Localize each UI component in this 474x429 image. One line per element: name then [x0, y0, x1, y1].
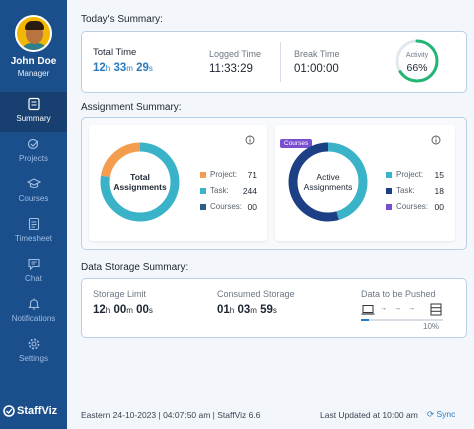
sync-icon: ⟳ — [427, 409, 435, 419]
today-summary-title: Today's Summary: — [81, 14, 163, 25]
courses-icon — [26, 178, 41, 189]
sidebar-item-label: Projects — [19, 154, 48, 163]
arrow-icon: → — [380, 305, 387, 312]
main-content: Today's Summary: Total Time 12h 33m 29s … — [67, 0, 474, 429]
sidebar-item-timesheet[interactable]: Timesheet — [0, 212, 67, 252]
legend-project: Project: — [386, 170, 423, 179]
consumed-storage-label: Consumed Storage — [217, 289, 295, 299]
activity-gauge — [395, 39, 439, 83]
summary-icon — [27, 97, 40, 111]
sidebar-item-label: Chat — [25, 274, 42, 283]
legend-project: Project: — [200, 170, 237, 179]
push-progress-fill — [361, 319, 370, 321]
activity-label: Activity — [405, 52, 429, 59]
push-percent: 10% — [423, 322, 440, 331]
storage-summary-card: Storage Limit 12h 00m 00s Consumed Stora… — [81, 278, 467, 338]
donut-center-label: Total Assignments — [113, 172, 167, 192]
brand-name: StaffViz — [17, 405, 58, 417]
legend-task-value: 244 — [242, 186, 257, 196]
storage-summary-title: Data Storage Summary: — [81, 262, 189, 273]
logged-time-label: Logged Time — [209, 49, 262, 59]
total-time-label: Total Time — [93, 47, 137, 58]
chat-icon — [27, 258, 40, 271]
legend-courses: Courses: — [200, 202, 242, 211]
courses-tooltip-badge: Courses — [280, 139, 313, 148]
brand-logo: StaffViz — [3, 405, 57, 417]
sync-button[interactable]: ⟳ Sync — [427, 409, 455, 420]
total-assignments-donut — [100, 142, 180, 222]
divider — [280, 42, 281, 82]
sidebar-item-label: Timesheet — [14, 234, 53, 243]
sync-label: Sync — [436, 409, 456, 419]
today-summary-card: Total Time 12h 33m 29s Logged Time 11:33… — [81, 31, 467, 93]
bell-icon — [27, 298, 40, 310]
sidebar-item-label: Notifications — [11, 314, 56, 323]
status-bar: Eastern 24-10-2023 | 04:07:50 am | Staff… — [67, 401, 474, 429]
sidebar-item-courses[interactable]: Courses — [0, 172, 67, 212]
assignment-summary-card: Total Assignments Project: 71 Task: 244 C… — [81, 117, 467, 250]
legend-task: Task: — [386, 186, 415, 195]
logged-time-value: 11:33:29 — [209, 63, 253, 75]
sidebar-item-summary[interactable]: Summary — [0, 92, 67, 132]
timesheet-icon — [28, 217, 39, 231]
sidebar-item-label: Settings — [19, 354, 48, 363]
consumed-storage-value: 01h 03m 59s — [217, 304, 277, 316]
legend-courses: Courses: — [386, 202, 428, 211]
sidebar-item-label: Summary — [16, 114, 51, 123]
staffviz-logo-icon — [3, 405, 15, 417]
break-time-label: Break Time — [294, 49, 340, 59]
arrow-icon: → — [394, 305, 401, 312]
activity-value: 66% — [406, 62, 428, 74]
status-text: Eastern 24-10-2023 | 04:07:50 am | Staff… — [81, 410, 261, 420]
legend-project-value: 71 — [247, 170, 257, 180]
push-label: Data to be Pushed — [361, 289, 436, 299]
arrow-icon: → — [408, 305, 415, 312]
user-role: Manager — [17, 69, 50, 78]
total-donut-slice-project — [100, 142, 180, 222]
donut-center-label: Active Assignments — [303, 172, 353, 192]
total-time-value: 12h 33m 29s — [93, 62, 153, 74]
legend-task: Task: — [200, 186, 229, 195]
avatar[interactable] — [15, 15, 52, 52]
total-assignments-panel: Total Assignments Project: 71 Task: 244 C… — [89, 125, 267, 241]
active-assignments-panel: Courses Active Assignments Project: 15 Ta… — [275, 125, 455, 241]
user-name: John Doe — [10, 56, 57, 67]
server-icon — [430, 303, 442, 316]
projects-icon — [27, 138, 38, 150]
legend-courses-value: 00 — [434, 202, 444, 212]
sidebar-item-notifications[interactable]: Notifications — [0, 292, 67, 332]
active-assignments-donut — [288, 142, 368, 222]
storage-limit-label: Storage Limit — [93, 289, 147, 299]
sidebar-item-label: Courses — [18, 194, 49, 203]
break-time-value: 01:00:00 — [294, 63, 339, 75]
info-icon[interactable] — [245, 135, 255, 145]
laptop-icon — [361, 305, 375, 315]
push-progress-track — [361, 319, 443, 321]
last-updated-text: Last Updated at 10:00 am — [320, 410, 418, 420]
sidebar: John Doe Manager Summary Projects Course… — [0, 0, 67, 429]
storage-limit-value: 12h 00m 00s — [93, 304, 153, 316]
sidebar-item-chat[interactable]: Chat — [0, 252, 67, 292]
assignment-summary-title: Assignment Summary: — [81, 102, 182, 113]
info-icon[interactable] — [431, 135, 441, 145]
legend-courses-value: 00 — [247, 202, 257, 212]
sidebar-item-projects[interactable]: Projects — [0, 132, 67, 172]
legend-task-value: 18 — [434, 186, 444, 196]
active-donut-slice-task — [288, 142, 368, 222]
sidebar-item-settings[interactable]: Settings — [0, 332, 67, 372]
legend-project-value: 15 — [434, 170, 444, 180]
gear-icon — [28, 338, 39, 350]
